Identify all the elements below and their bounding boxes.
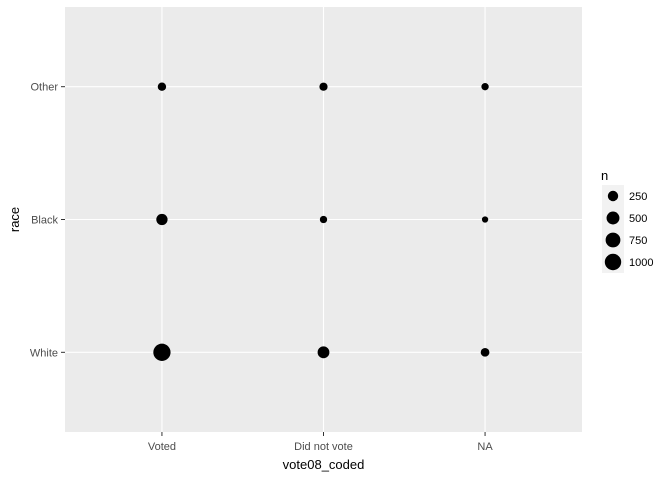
data-point — [319, 215, 328, 224]
x-axis-ticks: Voted Did not vote NA — [148, 432, 493, 453]
data-point — [153, 343, 171, 361]
x-axis-title: vote08_coded — [283, 457, 365, 472]
y-axis-ticks: White Black Other — [30, 82, 65, 359]
data-point — [317, 346, 330, 359]
legend-key-point — [604, 253, 622, 271]
legend-key-point — [606, 211, 620, 225]
data-point — [480, 347, 490, 357]
legend-label: 250 — [629, 191, 647, 203]
y-axis-title: race — [7, 207, 22, 232]
y-tick-label: Other — [30, 82, 58, 94]
data-points — [153, 82, 490, 361]
data-point — [319, 82, 328, 91]
y-tick-label: White — [30, 347, 58, 359]
data-point — [157, 82, 167, 91]
y-tick-label: Black — [31, 215, 58, 227]
legend-label: 750 — [629, 235, 647, 247]
legend-key-point — [605, 232, 621, 248]
legend-title: n — [601, 168, 608, 183]
data-point — [156, 213, 168, 226]
legend: n 250 500 750 1000 — [601, 168, 653, 273]
legend-key-point — [607, 190, 619, 202]
data-point — [481, 83, 489, 91]
x-tick-label: Did not vote — [294, 441, 353, 453]
data-point — [481, 216, 489, 223]
x-tick-label: Voted — [148, 441, 176, 453]
legend-label: 1000 — [629, 257, 653, 269]
x-tick-label: NA — [477, 441, 493, 453]
legend-label: 500 — [629, 213, 647, 225]
